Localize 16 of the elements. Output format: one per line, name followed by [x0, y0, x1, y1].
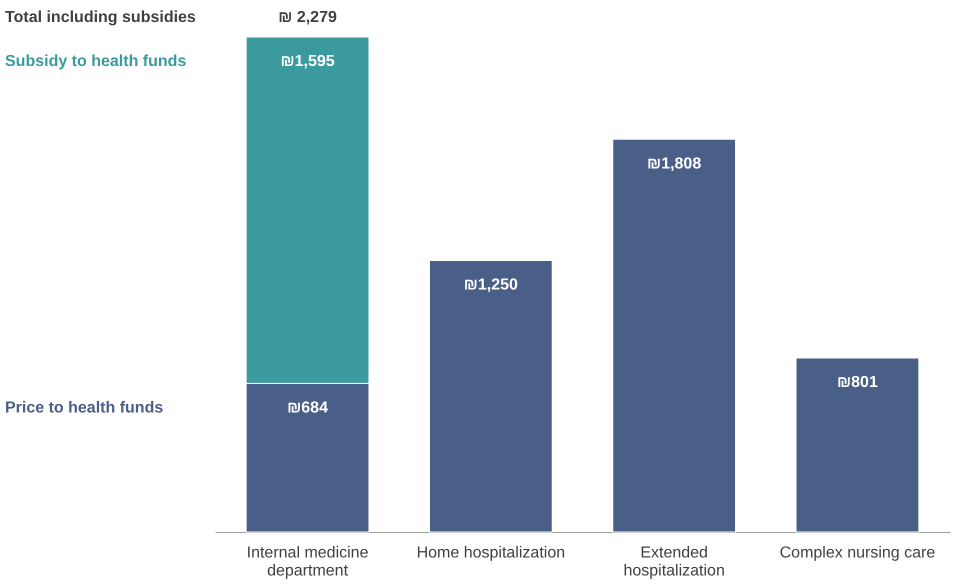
total-label: ₪ 2,279	[278, 9, 337, 26]
data-label: ₪801	[837, 374, 878, 392]
bar	[428, 260, 553, 532]
text: Subsidy to health funds	[5, 53, 186, 70]
data-label: ₪1,595	[280, 53, 335, 70]
bar	[796, 358, 920, 532]
bar	[612, 138, 736, 532]
x-tick-label: Complex nursing care	[780, 544, 936, 562]
x-tick-label: Internal medicine department	[246, 544, 369, 580]
x-tick-label: Extended hospitalization	[623, 544, 725, 580]
text: Price to health funds	[5, 399, 164, 416]
x-tick-label: Home hospitalization	[416, 544, 566, 562]
data-label: ₪1,808	[647, 155, 702, 172]
data-label: ₪684	[287, 399, 328, 416]
text: Total including subsidies	[5, 9, 196, 26]
data-label: ₪1,250	[464, 276, 518, 294]
